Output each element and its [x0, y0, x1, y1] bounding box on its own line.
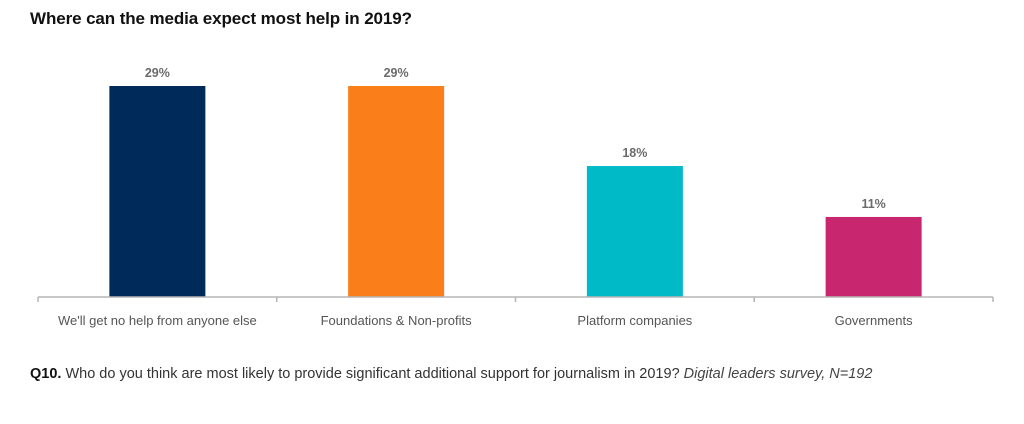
category-label-3: Governments: [835, 313, 914, 328]
chart-title: Where can the media expect most help in …: [30, 9, 412, 28]
value-label-2: 18%: [622, 146, 647, 160]
source-note: Digital leaders survey, N=192: [683, 366, 873, 382]
bar-3: [825, 216, 922, 297]
chart-caption: Q10. Who do you think are most likely to…: [30, 363, 990, 385]
bar-chart: 29% 29% 18% 11% We'll get no help from anyo…: [37, 66, 994, 328]
bar-1: [348, 86, 445, 297]
x-axis: [37, 296, 994, 302]
question-text: Who do you think are most likely to prov…: [61, 366, 684, 382]
question-id: Q10.: [30, 366, 62, 382]
bar-0: [109, 86, 206, 297]
category-label-1: Foundations & Non-profits: [321, 313, 473, 328]
category-label-2: Platform companies: [577, 313, 692, 328]
category-label-0: We'll get no help from anyone else: [58, 313, 257, 328]
value-label-3: 11%: [861, 197, 885, 211]
category-labels-group: We'll get no help from anyone else Founda…: [58, 313, 913, 328]
bar-2: [586, 166, 683, 297]
value-labels-group: 29% 29% 18% 11%: [145, 66, 886, 211]
value-label-1: 29%: [384, 66, 409, 80]
bars-group: [109, 86, 922, 297]
value-label-0: 29%: [145, 66, 170, 80]
